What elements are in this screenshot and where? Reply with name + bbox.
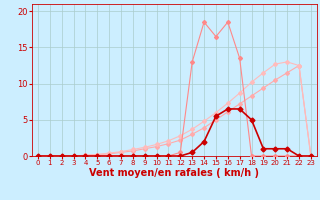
X-axis label: Vent moyen/en rafales ( km/h ): Vent moyen/en rafales ( km/h ) <box>89 168 260 178</box>
